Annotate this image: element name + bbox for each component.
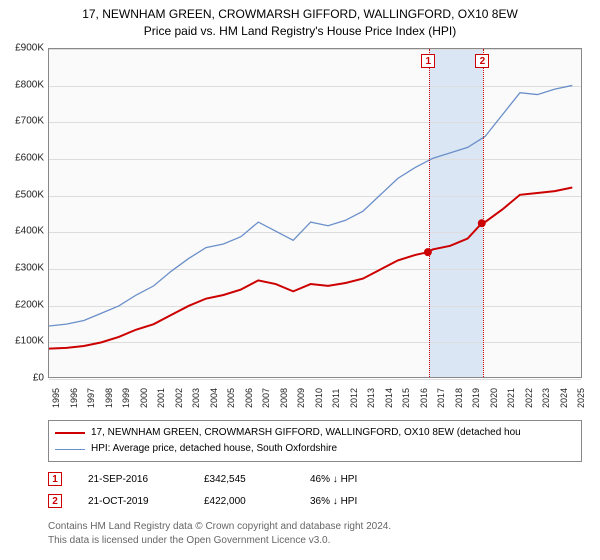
y-tick-label: £800K bbox=[15, 79, 44, 90]
x-tick-label: 2025 bbox=[576, 388, 586, 408]
transaction-price: £342,545 bbox=[204, 474, 284, 485]
transaction-delta: 46% ↓ HPI bbox=[310, 474, 390, 485]
y-tick-label: £700K bbox=[15, 116, 44, 127]
event-vline bbox=[483, 49, 484, 377]
y-tick-label: £100K bbox=[15, 336, 44, 347]
legend-item: HPI: Average price, detached house, Sout… bbox=[55, 441, 575, 457]
x-tick-label: 2000 bbox=[139, 388, 149, 408]
x-tick-label: 2002 bbox=[174, 388, 184, 408]
chart-title: 17, NEWNHAM GREEN, CROWMARSH GIFFORD, WA… bbox=[0, 0, 600, 40]
legend-swatch bbox=[55, 432, 85, 434]
x-tick-label: 1998 bbox=[104, 388, 114, 408]
x-tick-label: 2007 bbox=[261, 388, 271, 408]
series-blue bbox=[49, 85, 572, 326]
event-vline bbox=[429, 49, 430, 377]
transaction-marker: 2 bbox=[48, 494, 62, 508]
event-marker-1: 1 bbox=[421, 54, 435, 68]
x-tick-label: 2023 bbox=[541, 388, 551, 408]
transactions-table: 1 21-SEP-2016 £342,545 46% ↓ HPI 2 21-OCT-201… bbox=[48, 468, 582, 512]
x-tick-label: 2015 bbox=[401, 388, 411, 408]
y-tick-label: £500K bbox=[15, 189, 44, 200]
x-tick-label: 2004 bbox=[209, 388, 219, 408]
series-dot bbox=[478, 219, 486, 227]
y-tick-label: £200K bbox=[15, 299, 44, 310]
event-marker-2: 2 bbox=[475, 54, 489, 68]
y-tick-label: £0 bbox=[33, 373, 44, 384]
y-tick-label: £600K bbox=[15, 153, 44, 164]
series-svg bbox=[49, 49, 581, 377]
transaction-row: 2 21-OCT-2019 £422,000 36% ↓ HPI bbox=[48, 490, 582, 512]
legend-label: 17, NEWNHAM GREEN, CROWMARSH GIFFORD, WA… bbox=[91, 425, 521, 441]
transaction-delta: 36% ↓ HPI bbox=[310, 496, 390, 507]
footer-attribution: Contains HM Land Registry data © Crown c… bbox=[48, 520, 391, 548]
y-tick-label: £900K bbox=[15, 43, 44, 54]
title-line2: Price paid vs. HM Land Registry's House … bbox=[0, 23, 600, 40]
transaction-row: 1 21-SEP-2016 £342,545 46% ↓ HPI bbox=[48, 468, 582, 490]
x-tick-label: 1995 bbox=[51, 388, 61, 408]
x-tick-label: 2021 bbox=[506, 388, 516, 408]
x-tick-label: 2006 bbox=[244, 388, 254, 408]
x-tick-label: 1996 bbox=[69, 388, 79, 408]
transaction-date: 21-OCT-2019 bbox=[88, 496, 178, 507]
x-tick-label: 2005 bbox=[226, 388, 236, 408]
x-tick-label: 2010 bbox=[314, 388, 324, 408]
x-tick-label: 2011 bbox=[331, 389, 341, 408]
legend-label: HPI: Average price, detached house, Sout… bbox=[91, 441, 337, 457]
x-tick-label: 2008 bbox=[279, 388, 289, 408]
x-tick-label: 2018 bbox=[454, 388, 464, 408]
chart-container: { "title_line1": "17, NEWNHAM GREEN, CRO… bbox=[0, 0, 600, 560]
x-tick-label: 1997 bbox=[86, 388, 96, 408]
footer-line1: Contains HM Land Registry data © Crown c… bbox=[48, 520, 391, 534]
x-tick-label: 1999 bbox=[121, 388, 131, 408]
y-tick-label: £400K bbox=[15, 226, 44, 237]
series-dot bbox=[424, 248, 432, 256]
x-tick-label: 2017 bbox=[436, 388, 446, 408]
x-tick-label: 2001 bbox=[156, 388, 166, 408]
y-tick-label: £300K bbox=[15, 263, 44, 274]
x-tick-label: 2019 bbox=[471, 388, 481, 408]
y-gridline bbox=[49, 379, 581, 380]
legend: 17, NEWNHAM GREEN, CROWMARSH GIFFORD, WA… bbox=[48, 420, 582, 462]
x-tick-label: 2012 bbox=[349, 388, 359, 408]
x-tick-label: 2020 bbox=[489, 388, 499, 408]
legend-item: 17, NEWNHAM GREEN, CROWMARSH GIFFORD, WA… bbox=[55, 425, 575, 441]
x-tick-label: 2013 bbox=[366, 388, 376, 408]
x-tick-label: 2022 bbox=[524, 388, 534, 408]
x-tick-label: 2014 bbox=[384, 388, 394, 408]
plot-area bbox=[48, 48, 582, 378]
x-tick-label: 2009 bbox=[296, 388, 306, 408]
x-tick-label: 2024 bbox=[559, 388, 569, 408]
legend-swatch bbox=[55, 449, 85, 450]
transaction-price: £422,000 bbox=[204, 496, 284, 507]
x-tick-label: 2003 bbox=[191, 388, 201, 408]
x-tick-label: 2016 bbox=[419, 388, 429, 408]
transaction-marker: 1 bbox=[48, 472, 62, 486]
series-red bbox=[49, 187, 572, 348]
title-line1: 17, NEWNHAM GREEN, CROWMARSH GIFFORD, WA… bbox=[0, 6, 600, 23]
transaction-date: 21-SEP-2016 bbox=[88, 474, 178, 485]
footer-line2: This data is licensed under the Open Gov… bbox=[48, 534, 391, 548]
